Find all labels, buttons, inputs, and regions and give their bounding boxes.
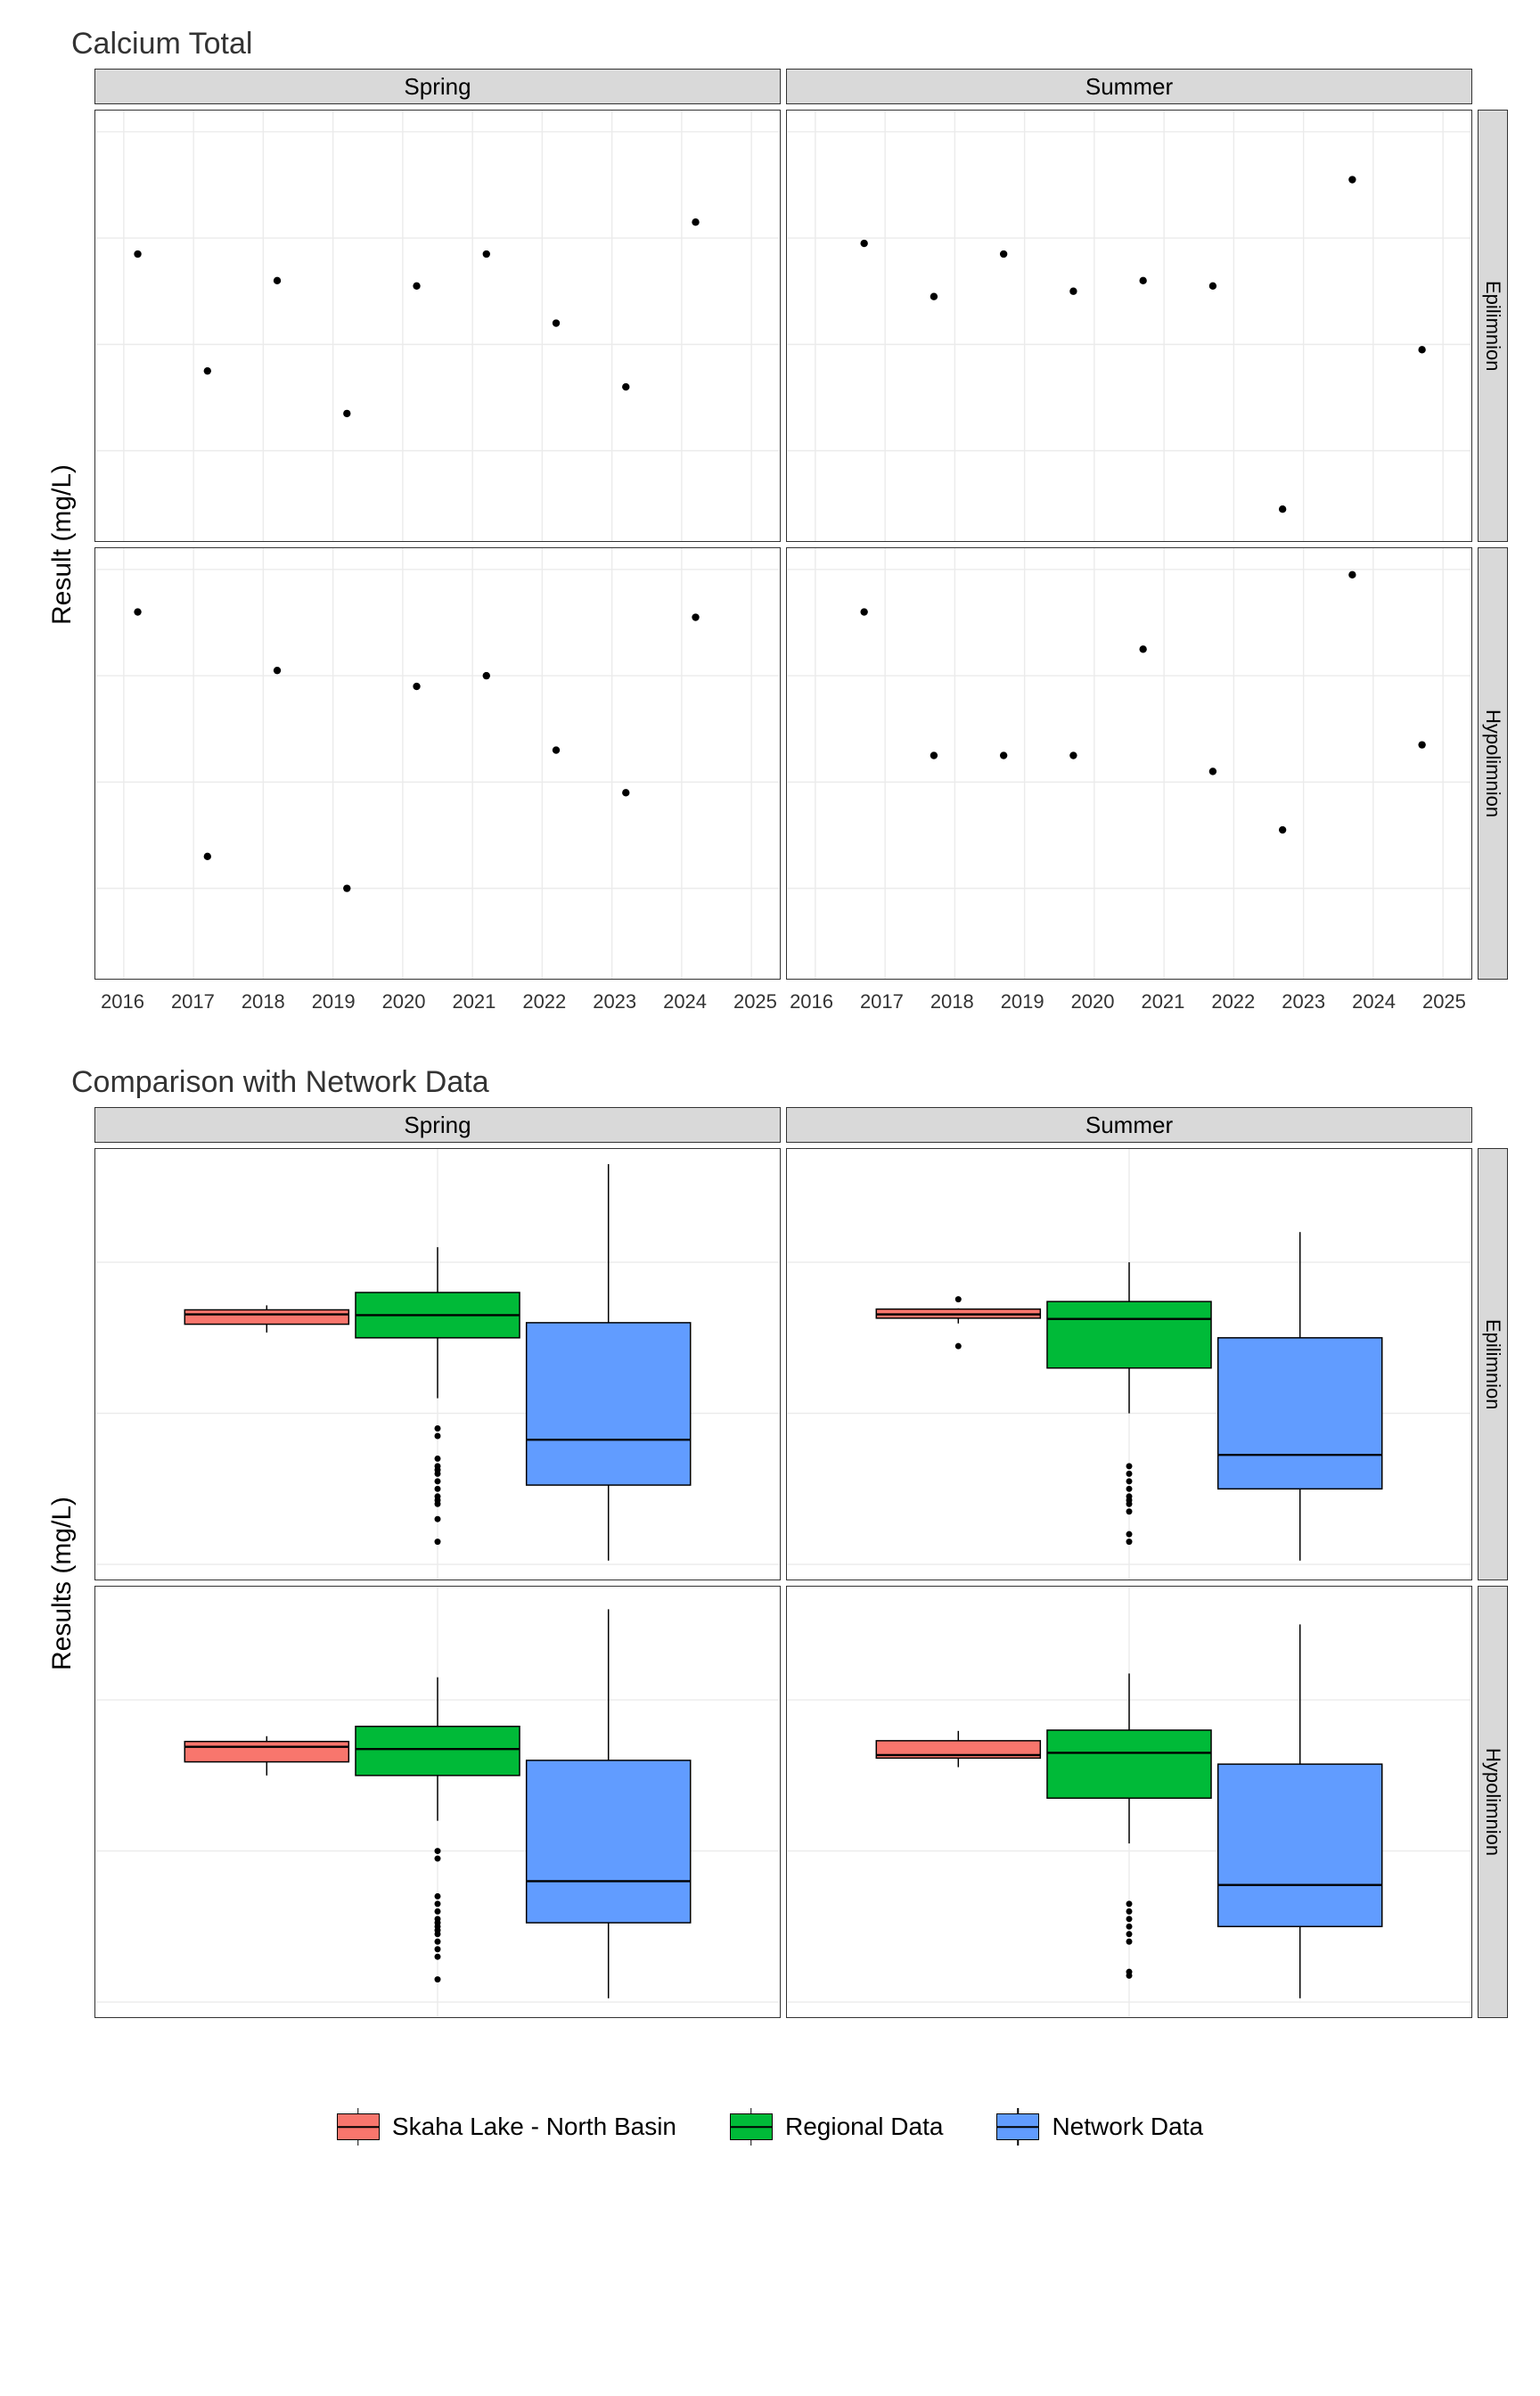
box-panel-spring-hypo: 02040Calcium Total (94, 1586, 781, 2018)
scatter-panel-spring-hypo: 30323436 (94, 547, 781, 980)
strip-hypo-2: Hypolimnion (1478, 1586, 1508, 2018)
boxplot-facet-grid: Spring Summer Results (mg/L) 02040 Epili… (36, 1107, 1504, 2059)
legend: Skaha Lake - North Basin Regional Data N… (36, 2113, 1504, 2141)
legend-item: Skaha Lake - North Basin (337, 2113, 676, 2141)
boxplot-ylabel: Results (mg/L) (36, 1148, 89, 2018)
legend-label: Skaha Lake - North Basin (392, 2113, 676, 2141)
box-panel-spring-epi: 02040 (94, 1148, 781, 1580)
strip-spring-2: Spring (94, 1107, 781, 1143)
strip-hypo: Hypolimnion (1478, 547, 1508, 980)
legend-label: Network Data (1052, 2113, 1203, 2141)
scatter-panel-summer-hypo (786, 547, 1472, 980)
boxplot-title: Comparison with Network Data (71, 1065, 1504, 1100)
scatter-title: Calcium Total (71, 27, 1504, 62)
scatter-panel-summer-epi (786, 110, 1472, 542)
legend-item: Network Data (996, 2113, 1203, 2141)
box-panel-summer-epi (786, 1148, 1472, 1580)
scatter-panel-spring-epi: 30323436 (94, 110, 781, 542)
legend-swatch-network (996, 2113, 1039, 2140)
strip-epi: Epilimnion (1478, 110, 1508, 542)
strip-spring: Spring (94, 69, 781, 104)
box-panel-summer-hypo: Calcium Total (786, 1586, 1472, 2018)
strip-epi-2: Epilimnion (1478, 1148, 1508, 1580)
legend-swatch-skaha (337, 2113, 380, 2140)
legend-swatch-regional (730, 2113, 773, 2140)
strip-summer: Summer (786, 69, 1472, 104)
strip-summer-2: Summer (786, 1107, 1472, 1143)
legend-item: Regional Data (730, 2113, 943, 2141)
legend-label: Regional Data (785, 2113, 943, 2141)
scatter-facet-grid: Spring Summer Result (mg/L) 30323436 Epi… (36, 69, 1504, 1021)
scatter-ylabel: Result (mg/L) (36, 110, 89, 980)
